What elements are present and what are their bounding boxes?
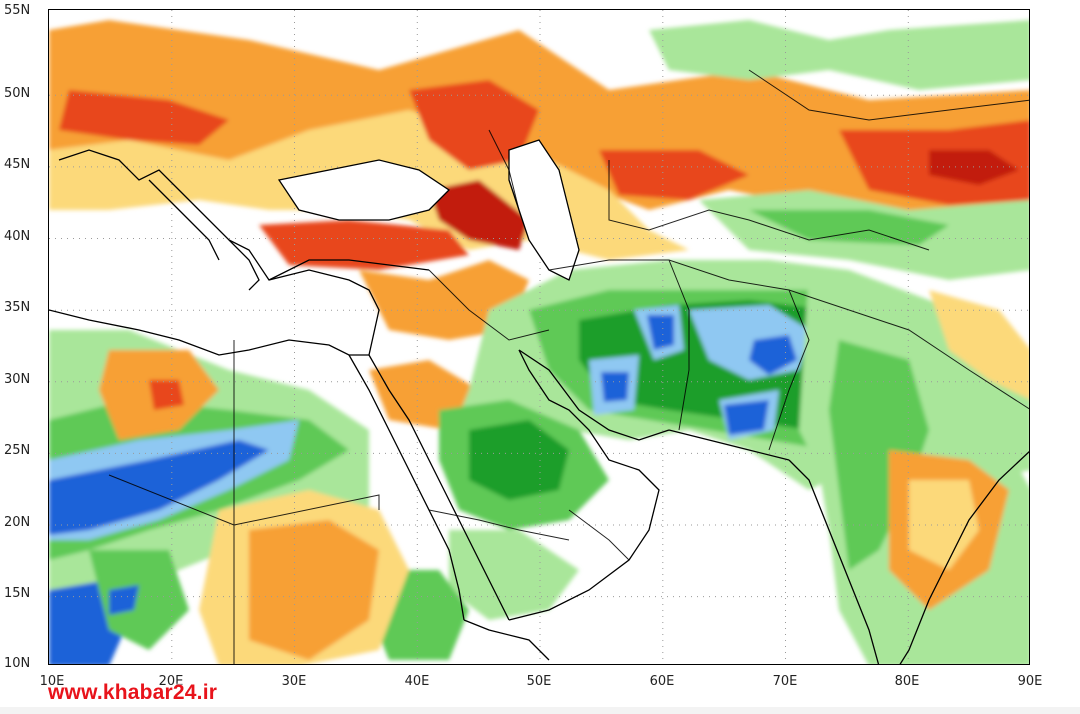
iran-coast [668,429,790,461]
central-asia-dark [929,150,1019,185]
arabia-dark-green [469,420,569,500]
lon-label-30e: 30E [281,674,307,689]
lon-label-20e: 20E [158,674,184,689]
himalaya-orange [929,290,1029,400]
coastlines [49,139,1029,664]
europe-red-2 [409,80,539,170]
persian-gulf [518,349,670,441]
india-coast [788,459,880,664]
arabia-coast [508,349,660,621]
turkey-red-band [259,220,469,270]
red-sea-west [348,354,465,621]
iran-blue-2 [601,372,629,402]
afghan-blue [749,335,797,375]
lat-label-55n: 55N [4,3,31,18]
bottom-strip [0,707,1080,714]
lon-label-70e: 70E [772,674,798,689]
kazakh-red [599,150,749,200]
anomaly-shading [49,20,1029,664]
lat-label-15n: 15N [4,586,31,601]
lat-label-35n: 35N [4,300,31,315]
iran-blue-1 [647,315,674,350]
india-green [829,340,929,570]
black-sea [277,159,451,221]
africa-orange-2 [249,520,379,660]
mediterranean-coast [49,149,380,356]
italy [148,179,220,261]
yemen-green [449,530,579,620]
caspian-sea [508,139,580,281]
lon-label-50e: 50E [526,674,552,689]
gridlines [49,10,1029,664]
africa-blue [49,440,269,535]
lat-label-20n: 20N [4,515,31,530]
lat-label-40n: 40N [4,229,31,244]
africa-blue-patch [109,585,139,615]
borders [108,69,1029,664]
lat-label-10n: 10N [4,656,31,671]
lon-label-10e: 10E [39,674,65,689]
europe-red-1 [59,90,229,145]
lon-label-90e: 90E [1017,674,1043,689]
lat-label-50n: 50N [4,86,31,101]
africa-green-south [89,550,189,650]
mongolia-green [649,20,1029,90]
lon-label-40e: 40E [404,674,430,689]
pakistan-blue [724,400,769,435]
lat-label-30n: 30N [4,372,31,387]
watermark: www.khabar24.ir [48,681,218,704]
map-frame [48,9,1030,665]
greece [228,239,260,291]
caucasus-red [429,180,529,250]
eurasia-green-dark [749,210,949,245]
lat-label-25n: 25N [4,443,31,458]
turkey-south [268,259,430,281]
lat-label-45n: 45N [4,157,31,172]
red-sea-east [368,354,510,621]
africa-red [149,380,184,410]
lon-label-80e: 80E [894,674,920,689]
horn-africa [463,619,550,661]
anomaly-map [49,10,1029,664]
lon-label-60e: 60E [649,674,675,689]
india-east-coast [899,450,1029,664]
